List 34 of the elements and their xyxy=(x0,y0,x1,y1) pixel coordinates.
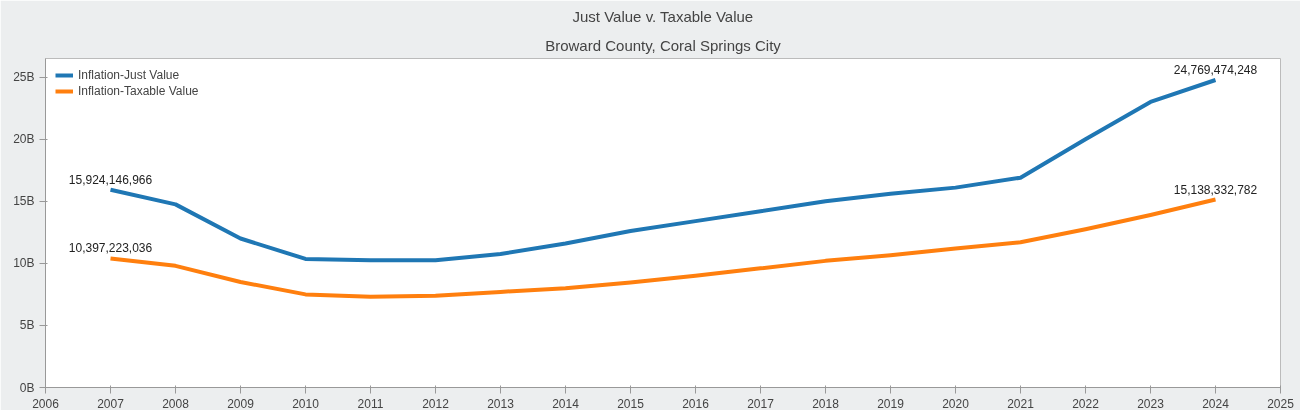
x-tick-label: 2022 xyxy=(1072,396,1100,411)
x-tick-label: 2013 xyxy=(487,396,515,411)
y-tick-label: 25B xyxy=(13,70,35,85)
data-label: 15,924,146,966 xyxy=(68,172,153,187)
x-tick-label: 2019 xyxy=(877,396,905,411)
x-tick-label: 2018 xyxy=(812,396,840,411)
x-tick-label: 2025 xyxy=(1267,396,1295,411)
x-tick-label: 2021 xyxy=(1007,396,1035,411)
legend-label: Inflation-Taxable Value xyxy=(78,84,199,98)
legend-label: Inflation-Just Value xyxy=(78,68,180,82)
chart-subtitle: Broward County, Coral Springs City xyxy=(545,36,782,54)
y-tick-label: 15B xyxy=(13,194,35,209)
y-tick-label: 20B xyxy=(13,132,35,147)
y-tick-label: 5B xyxy=(19,318,35,333)
data-label: 15,138,332,782 xyxy=(1173,182,1258,197)
x-tick-label: 2020 xyxy=(942,396,970,411)
x-tick-label: 2016 xyxy=(682,396,710,411)
x-tick-label: 2017 xyxy=(747,396,775,411)
x-tick-label: 2011 xyxy=(357,396,384,411)
x-tick-label: 2007 xyxy=(97,396,125,411)
x-tick-label: 2008 xyxy=(162,396,190,411)
x-tick-label: 2010 xyxy=(292,396,320,411)
data-label: 24,769,474,248 xyxy=(1173,62,1258,77)
y-tick-label: 0B xyxy=(19,380,35,395)
x-tick-label: 2012 xyxy=(422,396,450,411)
y-tick-label: 10B xyxy=(13,256,35,271)
x-tick-label: 2006 xyxy=(32,396,60,411)
x-tick-label: 2014 xyxy=(552,396,580,411)
x-tick-label: 2024 xyxy=(1202,396,1230,411)
x-tick-label: 2023 xyxy=(1137,396,1165,411)
x-tick-label: 2009 xyxy=(227,396,255,411)
x-tick-label: 2015 xyxy=(617,396,645,411)
chart-title: Just Value v. Taxable Value xyxy=(572,7,754,25)
data-label: 10,397,223,036 xyxy=(68,241,153,256)
